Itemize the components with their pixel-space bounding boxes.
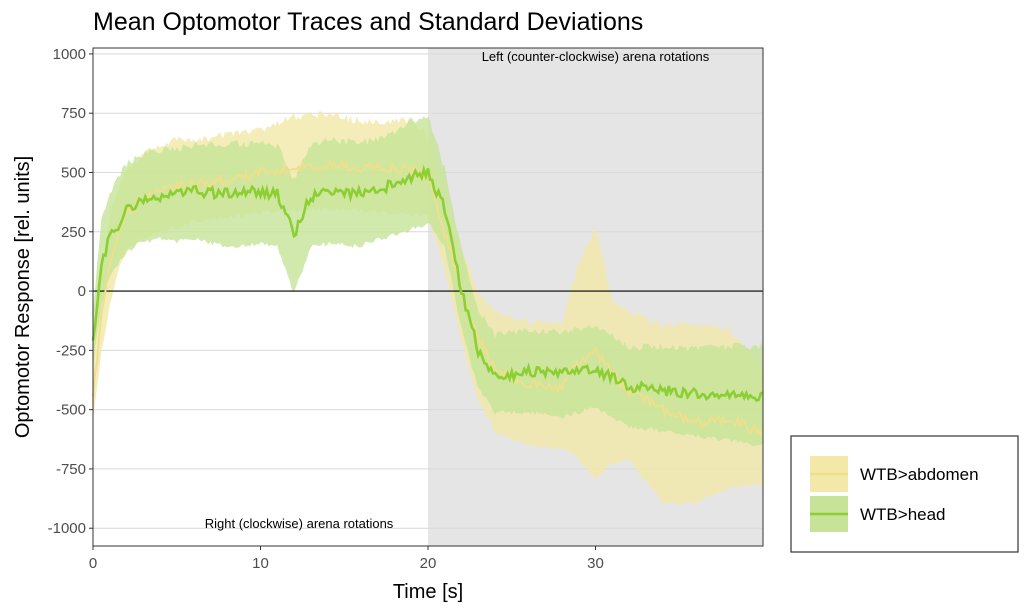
x-tick-label-1: 10 (252, 555, 269, 572)
legend-label-abdomen: WTB>abdomen (860, 465, 979, 484)
annotation-right-rotations: Right (clockwise) arena rotations (205, 516, 394, 531)
plot-area (91, 47, 764, 547)
x-tick-label-0: 0 (89, 555, 97, 572)
annotation-left-rotations: Left (counter-clockwise) arena rotations (482, 49, 710, 64)
legend-frame (790, 435, 1019, 553)
mean-line-head (91, 164, 764, 403)
legend: WTB>abdomen WTB>head (790, 435, 1019, 553)
legend-items: WTB>abdomen WTB>head (810, 456, 979, 532)
y-tick-label-5: -250 (56, 342, 86, 359)
legend-label-head: WTB>head (860, 505, 946, 524)
y-tick-label-7: -750 (56, 461, 86, 478)
y-tick-label-3: 250 (61, 224, 86, 241)
y-tick-label-1: 750 (61, 105, 86, 122)
x-axis-title: Time [s] (393, 581, 463, 603)
y-axis-ticks: 1000 750 500 250 0 -250 -500 -750 -1000 (48, 46, 93, 537)
y-tick-label-4: 0 (78, 283, 86, 300)
y-axis-title: Optomotor Response [rel. units] (12, 156, 34, 438)
mean-lines (91, 158, 764, 439)
x-axis-ticks: 0 10 20 30 (89, 546, 604, 572)
y-tick-label-0: 1000 (53, 46, 86, 63)
chart-title: Mean Optomotor Traces and Standard Devia… (93, 8, 643, 36)
y-tick-label-2: 500 (61, 165, 86, 182)
y-tick-label-6: -500 (56, 402, 86, 419)
x-tick-label-3: 30 (587, 555, 604, 572)
y-tick-label-8: -1000 (48, 520, 86, 537)
x-tick-label-2: 20 (420, 555, 437, 572)
